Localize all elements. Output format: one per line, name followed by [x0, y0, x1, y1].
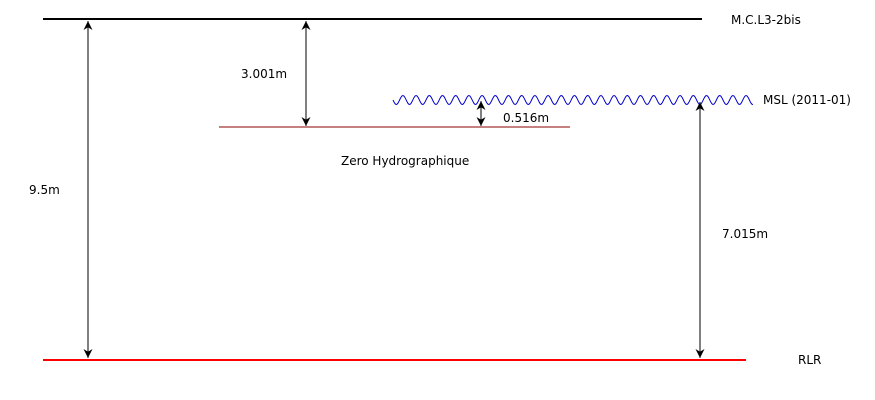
benchmark-label: M.C.L3-2bis — [731, 13, 801, 27]
chart-datum-label: Zero Hydrographique — [341, 154, 469, 168]
msl-label: MSL (2011-01) — [763, 93, 851, 107]
rlr-label: RLR — [798, 353, 821, 367]
msl-to-rlr-value: 7.015m — [722, 227, 768, 241]
benchmark-to-chart-datum-value: 3.001m — [241, 67, 287, 81]
chart-datum-to-msl-value: 0.516m — [503, 111, 549, 125]
benchmark-to-rlr-value: 9.5m — [29, 183, 60, 197]
msl-wave-line — [392, 94, 754, 106]
